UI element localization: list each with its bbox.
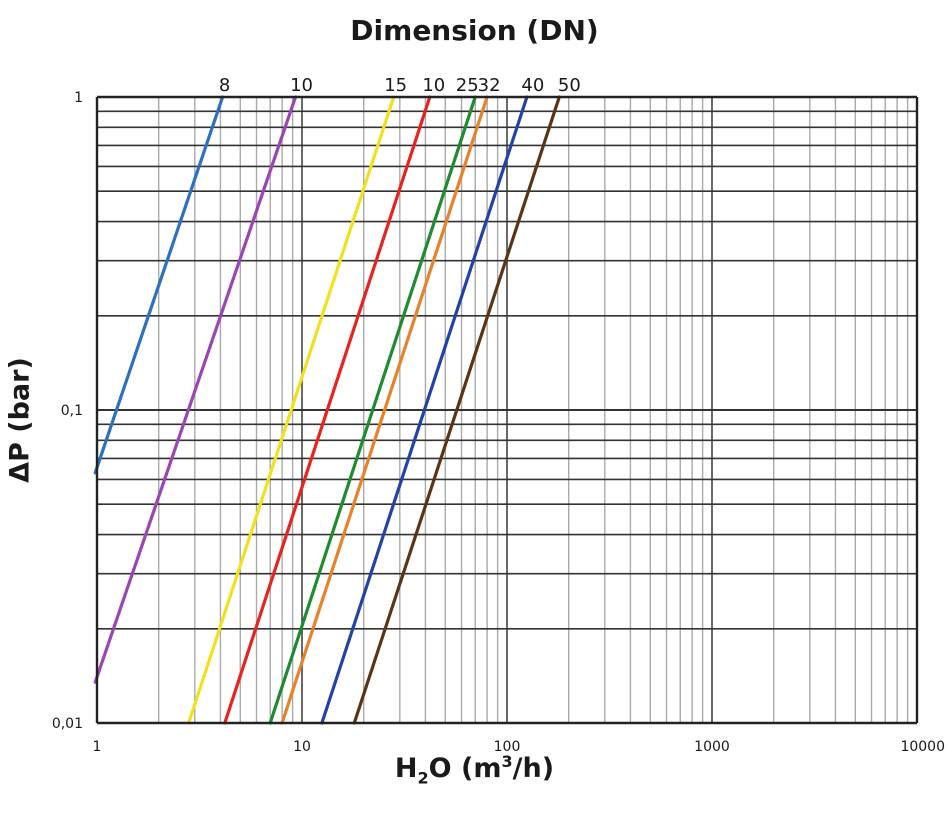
y-tick-label: 1 xyxy=(74,90,83,106)
series-lines xyxy=(93,95,561,725)
dn-label: 40 xyxy=(521,75,544,96)
dn-label: 10 xyxy=(422,75,445,96)
x-tick-labels: 1 10 100 1000 10000 xyxy=(93,739,945,755)
x-axis-label-tail: /h) xyxy=(512,753,555,784)
x-tick-label: 1000 xyxy=(694,739,730,755)
x-axis-label-base: H xyxy=(394,753,418,784)
dn-label: 8 xyxy=(219,75,230,96)
dn-label: 50 xyxy=(558,75,581,96)
dn-label: 25 xyxy=(456,75,479,96)
series-line-dn-50-7 xyxy=(352,95,561,725)
series-line-dn-15-2 xyxy=(187,95,396,725)
dn-label: 10 xyxy=(290,75,313,96)
series-line-dn-25-4 xyxy=(268,95,477,725)
y-tick-label: 0,1 xyxy=(61,403,83,419)
chart-title: Dimension (DN) xyxy=(350,14,599,47)
dn-label: 32 xyxy=(478,75,501,96)
y-tick-label: 0,01 xyxy=(52,716,83,732)
x-tick-label: 10 xyxy=(293,739,311,755)
major-grid xyxy=(96,97,917,724)
x-axis-label: H2O (m3/h) xyxy=(0,752,949,787)
series-line-dn-10-3 xyxy=(223,95,432,725)
x-tick-label: 1 xyxy=(93,739,102,755)
x-axis-label-rest: O (m xyxy=(428,753,502,784)
series-line-dn-32-5 xyxy=(280,95,489,725)
series-line-dn-8-0 xyxy=(93,95,225,475)
x-tick-label: 100 xyxy=(494,739,521,755)
y-tick-labels: 0,01 0,1 1 xyxy=(52,90,83,732)
dn-label: 15 xyxy=(384,75,407,96)
x-axis-label-sub: 2 xyxy=(417,768,429,788)
x-tick-label: 10000 xyxy=(900,739,945,755)
plot-frame xyxy=(95,95,919,725)
x-axis-label-sup: 3 xyxy=(501,752,513,771)
series-line-dn-10-1 xyxy=(93,95,298,684)
series-line-dn-40-6 xyxy=(320,95,529,725)
